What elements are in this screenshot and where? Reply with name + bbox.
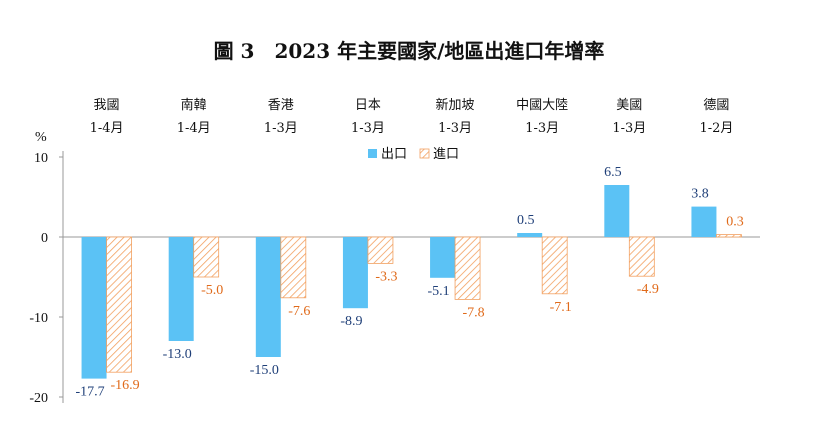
data-labels: -17.7 -16.9 -13.0 -5.0 -15.0 -7.6 -8.9 -3.3 -5.1… xyxy=(75,165,743,400)
category-period: 1-4月 xyxy=(90,121,124,136)
y-axis-unit: % xyxy=(35,130,47,145)
legend: 出口 進口 xyxy=(368,147,459,162)
chart-title: 圖 3 2023 年主要國家/地區出進口年增率 xyxy=(214,39,605,63)
label-export: -8.9 xyxy=(340,314,362,329)
legend-label-export: 出口 xyxy=(381,147,407,162)
bar-import xyxy=(628,236,655,277)
bar-import xyxy=(106,236,132,373)
y-tick-label: 0 xyxy=(41,231,48,246)
bar-import xyxy=(716,234,742,238)
label-import: -7.6 xyxy=(288,304,310,319)
label-import: 0.3 xyxy=(726,215,744,230)
label-import: -3.3 xyxy=(375,269,397,284)
y-tick-label: -10 xyxy=(29,311,48,326)
bar-import xyxy=(541,236,568,295)
category-period: 1-3月 xyxy=(438,121,472,136)
y-tick-label: 10 xyxy=(34,151,48,166)
category-period: 1-3月 xyxy=(264,121,298,136)
category-headers: 我國 1-4月 南韓 1-4月 香港 1-3月 日本 1-3月 新加坡 1-3月 中國大陸 1-3月 美… xyxy=(90,97,734,136)
legend-label-import: 進口 xyxy=(433,147,459,162)
category-period: 1-4月 xyxy=(177,121,211,136)
label-import: -7.1 xyxy=(550,300,572,315)
bar-import xyxy=(367,236,394,264)
label-import: -5.0 xyxy=(201,283,223,298)
y-tick-label: -20 xyxy=(29,391,48,406)
bar-import xyxy=(454,236,481,300)
bar-export xyxy=(430,237,456,278)
category-period: 1-2月 xyxy=(699,121,733,136)
label-export: -15.0 xyxy=(250,363,279,378)
bars xyxy=(81,185,742,379)
category-period: 1-3月 xyxy=(525,121,559,136)
category-name: 日本 xyxy=(355,98,381,113)
bar-export xyxy=(691,206,717,237)
bar-export xyxy=(517,233,543,237)
legend-swatch-export xyxy=(368,149,377,158)
bar-import xyxy=(280,236,307,299)
bar-export xyxy=(255,237,281,357)
bar-import xyxy=(193,236,220,278)
label-export: 0.5 xyxy=(517,213,535,228)
label-export: 6.5 xyxy=(604,165,622,180)
label-export: 3.8 xyxy=(691,187,709,202)
category-name: 美國 xyxy=(616,98,642,113)
label-export: -5.1 xyxy=(427,284,449,299)
category-name: 我國 xyxy=(94,98,120,113)
category-name: 南韓 xyxy=(181,97,207,113)
legend-swatch-import xyxy=(419,148,430,159)
label-export: -17.7 xyxy=(75,385,104,400)
category-period: 1-3月 xyxy=(351,121,385,136)
category-name: 香港 xyxy=(268,98,294,113)
label-export: -13.0 xyxy=(163,347,192,362)
bar-export xyxy=(168,237,194,341)
label-import: -16.9 xyxy=(110,378,139,393)
label-import: -4.9 xyxy=(637,282,659,297)
bar-export xyxy=(342,237,368,309)
category-name: 中國大陸 xyxy=(516,97,568,113)
category-name: 德國 xyxy=(703,98,729,113)
bar-export xyxy=(81,237,107,379)
bar-export xyxy=(604,185,630,237)
category-name: 新加坡 xyxy=(436,97,475,113)
category-period: 1-3月 xyxy=(612,121,646,136)
label-import: -7.8 xyxy=(462,305,484,320)
